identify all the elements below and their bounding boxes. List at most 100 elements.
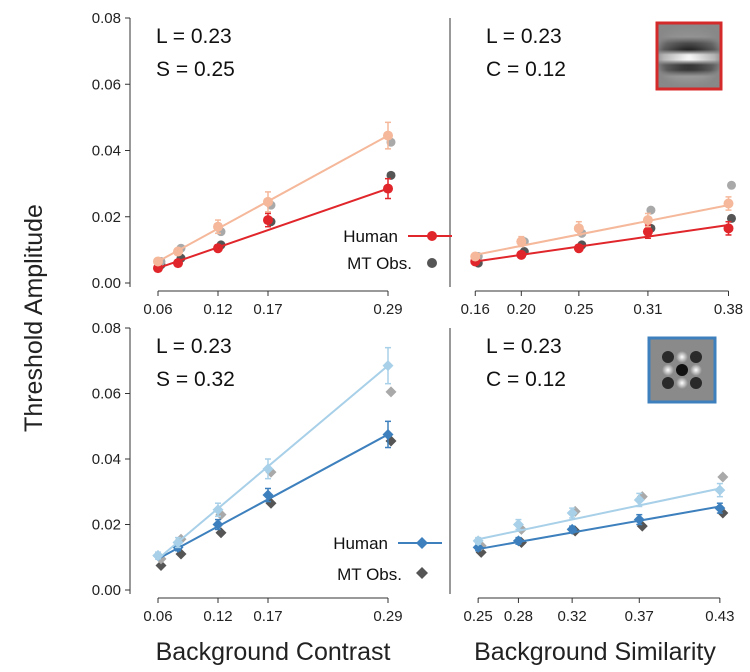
y-tick-label: 0.08	[92, 10, 121, 27]
plaid-light-blob	[690, 364, 702, 376]
x-tick-label: 0.43	[705, 608, 734, 625]
x-tick-label: 0.06	[143, 301, 172, 318]
x-tick-label: 0.12	[203, 301, 232, 318]
panel-annotation: S = 0.25	[156, 58, 235, 81]
fit-line	[477, 487, 721, 541]
mt-obs-point	[386, 170, 396, 180]
data-point	[470, 251, 481, 262]
mt-obs-point	[646, 205, 656, 215]
data-point	[212, 519, 224, 530]
x-tick-label: 0.38	[714, 301, 743, 318]
y-tick-label: 0.04	[92, 451, 121, 468]
x-tick-label: 0.17	[253, 608, 282, 625]
y-tick-label: 0.00	[92, 275, 121, 292]
y-tick-label: 0.06	[92, 386, 121, 403]
legend-mt-label: MT Obs.	[337, 565, 402, 584]
y-tick-label: 0.08	[92, 320, 121, 337]
data-point	[566, 507, 578, 519]
x-tick-label: 0.25	[464, 608, 493, 625]
chart-panel-bottom-right: 0.25 0.28 0.32 0.37 0.43 L = 0.23 C = 0.12	[449, 328, 734, 625]
mt-obs-point	[717, 471, 729, 483]
panel-annotation: S = 0.32	[156, 368, 235, 391]
legend-mt-marker	[416, 567, 428, 579]
x-tick-label: 0.17	[253, 301, 282, 318]
data-point	[573, 243, 584, 254]
data-point	[382, 360, 394, 372]
plaid-light-blob	[676, 351, 688, 363]
x-tick-label: 0.29	[373, 608, 402, 625]
data-point	[633, 494, 645, 506]
data-point	[714, 502, 726, 514]
mt-obs-point	[385, 386, 397, 398]
plaid-dark-blob	[690, 351, 702, 363]
data-point	[213, 243, 223, 254]
x-tick-label: 0.06	[143, 608, 172, 625]
legend-human-marker	[427, 231, 437, 241]
data-point	[382, 428, 394, 440]
fit-line	[157, 187, 389, 270]
stimulus-border	[655, 21, 723, 91]
data-point	[633, 514, 645, 526]
x-tick-label: 0.29	[373, 301, 402, 318]
plaid-light-blob	[676, 377, 688, 389]
plaid-dark-blob	[662, 351, 674, 363]
data-point	[173, 258, 183, 269]
legend-mt-label: MT Obs.	[347, 254, 412, 273]
mt-obs-point	[155, 559, 167, 571]
y-tick-label: 0.00	[92, 582, 121, 599]
x-tick-label: 0.28	[504, 608, 533, 625]
y-tick-label: 0.06	[92, 76, 121, 93]
data-point	[723, 198, 734, 209]
x-tick-label: 0.12	[203, 608, 232, 625]
data-point	[512, 519, 524, 530]
data-point	[383, 183, 393, 194]
x-tick-label: 0.25	[564, 301, 593, 318]
plaid-light-blob	[662, 364, 674, 376]
panel-annotation: C = 0.12	[486, 58, 566, 81]
fit-line	[157, 433, 389, 560]
x-tick-label: 0.16	[461, 301, 490, 318]
y-axis-title: Threshold Amplitude	[20, 204, 48, 432]
panel-annotation: L = 0.23	[486, 25, 562, 48]
legend-human-label: Human	[333, 534, 388, 553]
data-point	[263, 196, 273, 207]
data-point	[172, 537, 184, 549]
x-tick-label: 0.32	[558, 608, 587, 625]
panel-annotation: L = 0.23	[156, 25, 232, 48]
data-point	[212, 504, 224, 516]
plaid-center	[676, 364, 688, 376]
gabor-mask	[658, 24, 720, 88]
plaid-dark-blob	[690, 377, 702, 389]
stimulus-image-bottom	[647, 336, 717, 404]
x-axis-title-left: Background Contrast	[156, 638, 391, 666]
fit-line	[157, 364, 389, 560]
chart-panel-top-right: 0.16 0.20 0.25 0.31 0.38 L = 0.23 C = 0.12	[449, 18, 743, 318]
stimulus-border	[647, 336, 717, 404]
data-point	[262, 489, 274, 501]
chart-panel-top-left: 0.00 0.02 0.04 0.06 0.08 0.06 0.12 0.17 0.29 L = …	[92, 10, 403, 318]
data-point	[153, 256, 163, 267]
x-tick-label: 0.37	[625, 608, 654, 625]
y-tick-label: 0.02	[92, 517, 121, 534]
data-point	[566, 523, 578, 535]
data-point	[213, 221, 223, 232]
stimulus-image-top	[655, 21, 723, 91]
plaid-dark-blob	[662, 377, 674, 389]
legend-bottom: Human MT Obs.	[333, 534, 442, 584]
legend-human-label: Human	[343, 227, 398, 246]
y-tick-label: 0.04	[92, 143, 121, 160]
data-point	[642, 226, 653, 237]
data-point	[383, 130, 393, 141]
x-tick-label: 0.31	[633, 301, 662, 318]
data-point	[152, 550, 164, 562]
panel-annotation: L = 0.23	[486, 335, 562, 358]
mt-obs-point	[726, 213, 736, 223]
data-point	[642, 215, 653, 226]
data-point	[723, 223, 734, 234]
fit-line	[157, 134, 389, 263]
data-point	[262, 463, 274, 475]
y-tick-label: 0.02	[92, 209, 121, 226]
data-point	[516, 249, 527, 260]
fit-line	[475, 204, 729, 256]
